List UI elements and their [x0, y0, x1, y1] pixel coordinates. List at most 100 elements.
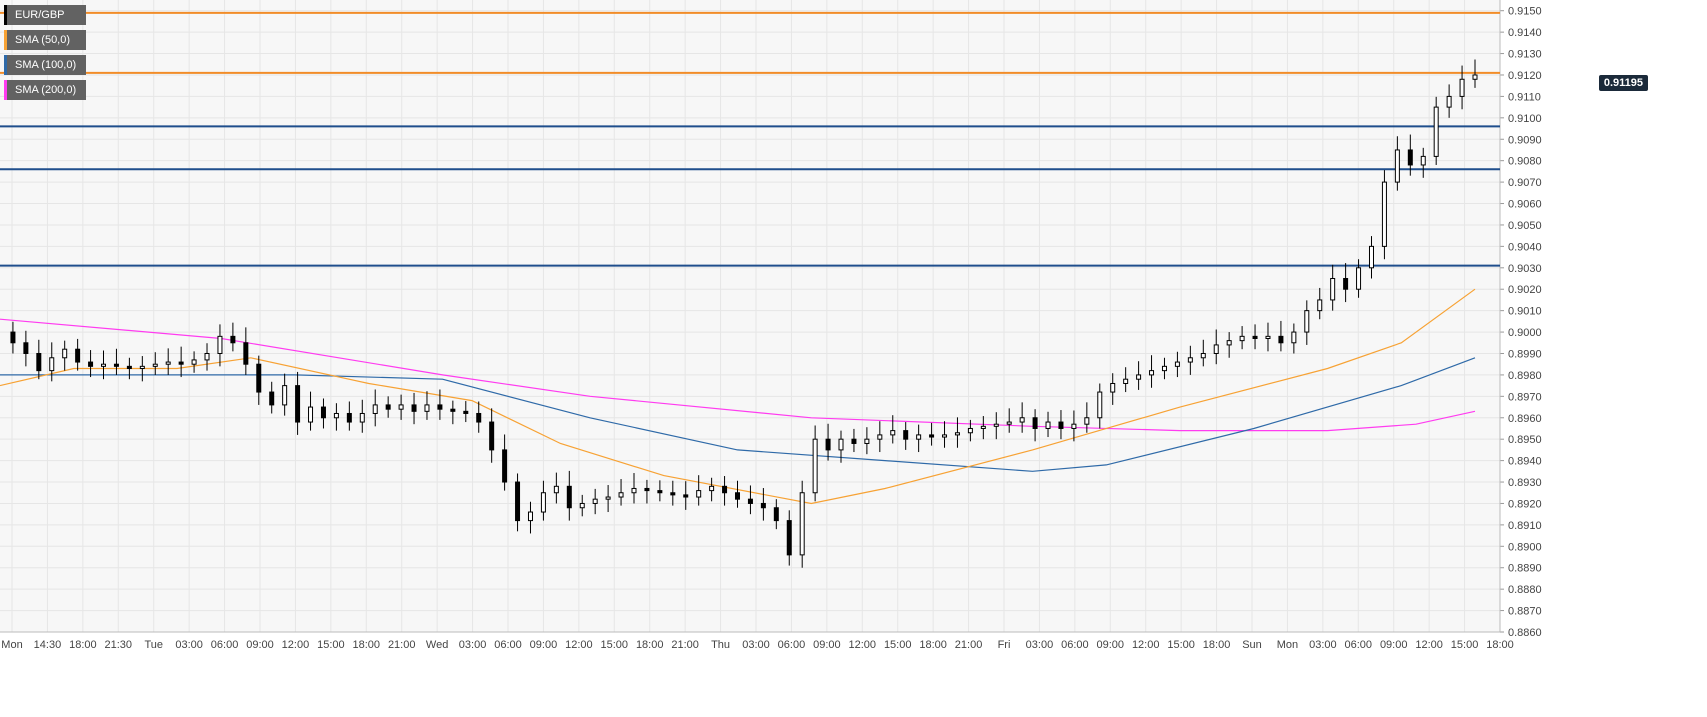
candle-body: [178, 361, 184, 365]
candle-body: [1291, 331, 1297, 344]
candle-body: [282, 385, 288, 406]
y-tick-label: 0.9030: [1508, 263, 1542, 275]
candle-body: [1097, 391, 1103, 419]
x-tick-label: 03:00: [175, 639, 203, 651]
candle-body: [954, 432, 960, 436]
legend-sma50-label: SMA (50,0): [15, 34, 71, 46]
sma50-line: [0, 288, 1476, 505]
candle-body: [1006, 421, 1012, 425]
candle-body: [1032, 417, 1038, 429]
sma50-swatch: [4, 30, 7, 50]
candle-body: [502, 449, 508, 483]
x-tick-label: 21:00: [955, 639, 983, 651]
y-tick-label: 0.8990: [1508, 348, 1542, 360]
candle-body: [747, 498, 753, 504]
candle-body: [139, 365, 145, 369]
y-tick-label: 0.9020: [1508, 284, 1542, 296]
candle-body: [527, 511, 533, 522]
y-tick-label: 0.9060: [1508, 199, 1542, 211]
legend-item-sma200[interactable]: SMA (200,0): [4, 80, 87, 100]
x-tick-label: 21:00: [671, 639, 699, 651]
x-tick-label: 18:00: [636, 639, 664, 651]
candle-body: [217, 335, 223, 354]
legend-item-pair[interactable]: EUR/GBP: [4, 5, 87, 25]
y-tick-label: 0.8910: [1508, 520, 1542, 532]
candle-body: [1472, 74, 1478, 80]
x-tick-label: 06:00: [494, 639, 522, 651]
y-tick-label: 0.8860: [1508, 627, 1542, 639]
x-tick-label: 09:00: [1097, 639, 1125, 651]
x-tick-label: 03:00: [742, 639, 770, 651]
candle-body: [1149, 370, 1155, 376]
x-tick-label: 03:00: [1309, 639, 1337, 651]
x-tick-label: 12:00: [849, 639, 877, 651]
candle-body: [1174, 361, 1180, 367]
candle-body: [760, 502, 766, 509]
candle-body: [942, 434, 948, 438]
candle-body: [437, 404, 443, 410]
legend-sma100-label: SMA (100,0): [15, 59, 77, 71]
x-tick-label: 18:00: [919, 639, 947, 651]
x-tick-label: Fri: [998, 639, 1011, 651]
x-tick-label: 15:00: [884, 639, 912, 651]
candle-body: [1459, 78, 1465, 97]
legend-pair-label: EUR/GBP: [15, 9, 65, 21]
x-tick-label: 15:00: [601, 639, 629, 651]
candle-body: [346, 412, 352, 423]
candle-body: [1161, 365, 1167, 372]
y-tick-label: 0.8930: [1508, 477, 1542, 489]
legend-item-sma100[interactable]: SMA (100,0): [4, 55, 87, 75]
y-tick-label: 0.9050: [1508, 220, 1542, 232]
candle-body: [1252, 335, 1258, 339]
candle-body: [515, 481, 521, 522]
candle-body: [929, 434, 935, 438]
candle-body: [320, 406, 326, 419]
candle-body: [1123, 378, 1129, 384]
candle-body: [1058, 421, 1064, 429]
x-tick-label: 03:00: [1026, 639, 1054, 651]
legend: EUR/GBP SMA (50,0) SMA (100,0) SMA (200,…: [4, 5, 87, 105]
legend-sma200-label: SMA (200,0): [15, 84, 77, 96]
y-tick-label: 0.9090: [1508, 134, 1542, 146]
y-tick-label: 0.8940: [1508, 456, 1542, 468]
x-tick-label: 12:00: [1132, 639, 1160, 651]
candle-body: [101, 363, 107, 367]
y-tick-label: 0.8950: [1508, 434, 1542, 446]
candle-body: [735, 492, 740, 500]
candle-body: [359, 412, 365, 423]
x-tick-label: 06:00: [778, 639, 806, 651]
candle-body: [1278, 335, 1284, 344]
x-tick-label: Mon: [1277, 639, 1298, 651]
candle-body: [126, 365, 132, 369]
candle-body: [670, 492, 676, 496]
legend-item-sma50[interactable]: SMA (50,0): [4, 30, 87, 50]
candle-body: [295, 385, 301, 423]
y-tick-label: 0.9040: [1508, 241, 1542, 253]
x-tick-label: Tue: [144, 639, 163, 651]
x-tick-label: 18:00: [1203, 639, 1231, 651]
candle-body: [838, 438, 844, 451]
candle-body: [1200, 352, 1206, 359]
candle-body: [825, 438, 831, 451]
x-tick-label: 12:00: [282, 639, 310, 651]
y-tick-label: 0.9080: [1508, 156, 1542, 168]
candle-body: [851, 438, 857, 444]
candle-body: [308, 406, 314, 423]
candle-body: [1226, 340, 1232, 346]
candle-body: [1213, 344, 1219, 354]
y-tick-label: 0.9100: [1508, 113, 1542, 125]
candle-body: [113, 363, 119, 367]
x-tick-label: 15:00: [1451, 639, 1479, 651]
candle-body: [1045, 421, 1051, 429]
candle-body: [1343, 278, 1349, 290]
candle-body: [773, 507, 779, 522]
candle-body: [476, 412, 482, 423]
x-tick-label: 06:00: [1345, 639, 1373, 651]
candle-body: [980, 425, 986, 429]
candle-body: [62, 348, 68, 359]
pair-swatch: [4, 5, 7, 25]
candle-body: [864, 438, 870, 444]
sma100-line: [0, 357, 1476, 472]
x-tick-label: 12:00: [565, 639, 593, 651]
x-tick-label: 21:00: [388, 639, 416, 651]
